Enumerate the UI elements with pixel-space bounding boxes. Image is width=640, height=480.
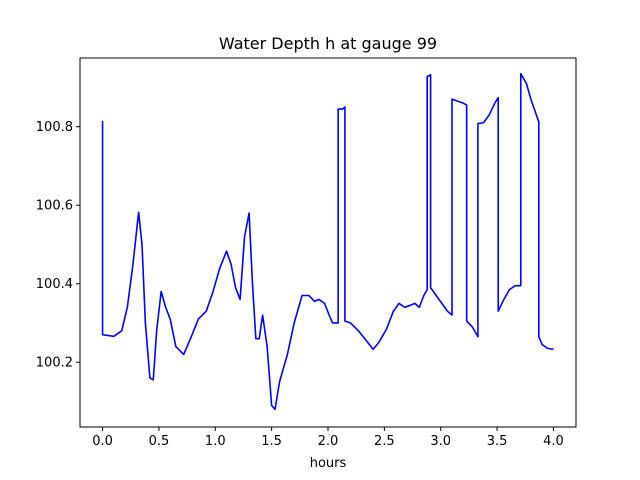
x-tick-label: 3.5 bbox=[487, 434, 508, 449]
x-tick-label: 1.5 bbox=[261, 434, 282, 449]
y-tick-label: 100.6 bbox=[36, 199, 73, 214]
x-tick-label: 2.5 bbox=[374, 434, 395, 449]
x-tick-label: 0.0 bbox=[92, 434, 113, 449]
chart-title: Water Depth h at gauge 99 bbox=[219, 34, 437, 53]
x-tick-label: 2.0 bbox=[318, 434, 339, 449]
x-tick-label: 4.0 bbox=[543, 434, 564, 449]
x-axis-label: hours bbox=[310, 456, 347, 471]
y-tick-label: 100.4 bbox=[36, 277, 73, 292]
y-tick-label: 100.8 bbox=[36, 120, 73, 135]
plot-area bbox=[101, 72, 554, 411]
series-line-0 bbox=[101, 72, 554, 411]
x-axis: 0.0 0.5 1.0 1.5 2.0 2.5 3.0 3.5 4.0 bbox=[92, 427, 564, 449]
y-axis: 100.2 100.4 100.6 100.8 bbox=[36, 120, 80, 371]
y-tick-label: 100.2 bbox=[36, 356, 73, 371]
x-tick-label: 3.0 bbox=[430, 434, 451, 449]
x-tick-label: 1.0 bbox=[205, 434, 226, 449]
x-tick-label: 0.5 bbox=[149, 434, 170, 449]
